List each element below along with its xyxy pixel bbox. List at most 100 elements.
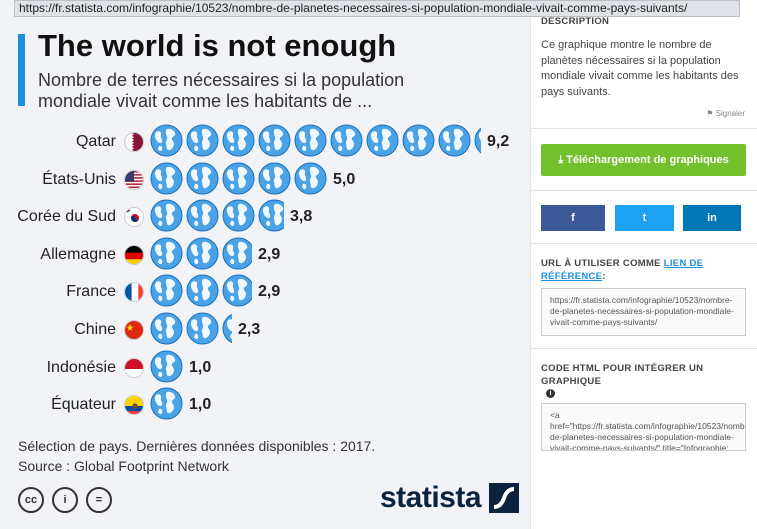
earth-globe-partial-icon <box>222 312 232 345</box>
earth-globe-icon <box>150 124 183 157</box>
globe-pictogram <box>150 124 481 160</box>
usa-flag-icon <box>124 169 144 190</box>
value-label: 5,0 <box>333 170 356 188</box>
statista-logo-icon <box>489 483 520 513</box>
country-label: Qatar <box>75 133 116 150</box>
earth-globe-icon <box>258 124 291 157</box>
indonesia-flag-icon <box>124 357 144 378</box>
country-label: Allemagne <box>40 245 116 263</box>
earth-globe-icon <box>402 124 435 157</box>
attribution-icon[interactable]: i <box>52 487 78 513</box>
infographic: The world is not enough Nombre de terres… <box>0 0 530 529</box>
download-label: Téléchargement de graphiques <box>566 154 729 166</box>
earth-globe-icon <box>366 124 399 157</box>
germany-flag-icon <box>124 244 144 265</box>
creative-commons-icon[interactable]: cc <box>18 487 44 513</box>
country-label: Indonésie <box>46 358 116 376</box>
linkedin-icon: in <box>707 212 717 224</box>
chart-row: Allemagne 2,9 <box>0 237 530 273</box>
description-title: DESCRIPTION <box>541 16 610 27</box>
download-icon: ⤓ <box>558 154 564 166</box>
chart-notes: Sélection de pays. Dernières données dis… <box>18 436 375 476</box>
earth-globe-icon <box>294 124 327 157</box>
infographic-subtitle: Nombre de terres nécessaires si la popul… <box>38 70 405 111</box>
ecuador-flag-icon <box>124 395 144 416</box>
divider <box>531 348 757 349</box>
chart-row: Chine 2,3 <box>0 312 530 348</box>
embed-code-field[interactable]: <a href="https://fr.statista.com/infogra… <box>541 403 746 451</box>
chart-row: Qatar 9,2 <box>0 124 530 160</box>
earth-globe-icon <box>258 162 291 195</box>
notes-selection: Sélection de pays. Dernières données dis… <box>18 438 376 454</box>
value-label: 2,9 <box>258 245 281 263</box>
country-label: États-Unis <box>42 170 116 188</box>
embed-code-title: CODE HTML POUR INTÉGRER UN GRAPHIQUE <box>541 363 704 387</box>
chart-row: Équateur 1,0 <box>0 387 530 423</box>
earth-globe-icon <box>150 312 183 345</box>
country-label: France <box>66 283 116 301</box>
korea-flag-icon <box>124 207 144 228</box>
earth-globe-icon <box>222 124 255 157</box>
address-bar[interactable]: https://fr.statista.com/infographie/1052… <box>14 0 740 17</box>
earth-globe-icon <box>222 162 255 195</box>
earth-globe-icon <box>150 199 183 232</box>
value-label: 3,8 <box>290 208 313 226</box>
earth-globe-icon <box>150 237 183 270</box>
china-flag-icon <box>124 320 144 340</box>
info-icon[interactable]: i <box>546 389 555 398</box>
chart-row: Corée du Sud 3,8 <box>0 199 530 235</box>
earth-globe-icon <box>186 124 219 157</box>
reference-url-title: URL À UTILISER COMME LIEN DE RÉFÉRENCE: <box>541 257 731 283</box>
share-facebook-button[interactable]: f <box>541 205 605 231</box>
license-icons: cc i = <box>18 487 112 513</box>
earth-globe-icon <box>222 199 255 232</box>
infographic-title: The world is not enough <box>38 28 397 63</box>
earth-globe-partial-icon <box>258 199 284 232</box>
report-link[interactable]: ⚑ Signaler <box>706 109 745 118</box>
title-accent-bar <box>18 34 25 106</box>
url-title-prefix: URL À UTILISER COMME <box>541 258 664 269</box>
globe-pictogram <box>150 162 327 198</box>
globe-pictogram <box>150 199 284 235</box>
reference-link[interactable]: LIEN DE RÉFÉRENCE <box>541 258 704 282</box>
globe-pictogram <box>150 312 232 348</box>
earth-globe-icon <box>186 312 219 345</box>
no-derivatives-icon[interactable]: = <box>86 487 112 513</box>
share-twitter-button[interactable]: t <box>615 205 674 231</box>
earth-globe-icon <box>150 387 183 420</box>
sidebar: DESCRIPTION Ce graphique montre le nombr… <box>530 0 757 529</box>
statista-logo: statista <box>380 481 520 515</box>
value-label: 2,9 <box>258 283 281 301</box>
facebook-icon: f <box>571 212 575 224</box>
value-label: 1,0 <box>189 358 212 376</box>
earth-globe-icon <box>150 274 183 307</box>
brand-name: statista <box>380 481 482 514</box>
earth-globe-icon <box>186 199 219 232</box>
earth-globe-icon <box>150 162 183 195</box>
reference-url-field[interactable]: https://fr.statista.com/infographie/1052… <box>541 288 746 336</box>
download-chart-button[interactable]: ⤓ Téléchargement de graphiques <box>541 144 746 176</box>
globe-pictogram <box>150 237 252 273</box>
earth-globe-icon <box>294 162 327 195</box>
url-title-suffix: : <box>602 271 606 282</box>
country-label: Corée du Sud <box>17 208 116 226</box>
qatar-flag-icon <box>124 132 144 152</box>
earth-globe-icon <box>186 162 219 195</box>
divider <box>531 243 757 244</box>
earth-globe-icon <box>150 350 183 383</box>
earth-globe-partial-icon <box>222 237 252 270</box>
globe-pictogram <box>150 350 183 386</box>
report-label: Signaler <box>715 109 745 118</box>
globe-pictogram <box>150 387 183 423</box>
share-linkedin-button[interactable]: in <box>683 205 741 231</box>
divider <box>531 128 757 129</box>
earth-globe-partial-icon <box>474 124 481 157</box>
chart-row: Indonésie 1,0 <box>0 350 530 386</box>
earth-globe-partial-icon <box>222 274 252 307</box>
country-label: Équateur <box>51 396 116 414</box>
france-flag-icon <box>124 282 144 303</box>
earth-globe-icon <box>186 274 219 307</box>
value-label: 2,3 <box>238 321 261 338</box>
twitter-icon: t <box>642 212 647 224</box>
earth-globe-icon <box>438 124 471 157</box>
